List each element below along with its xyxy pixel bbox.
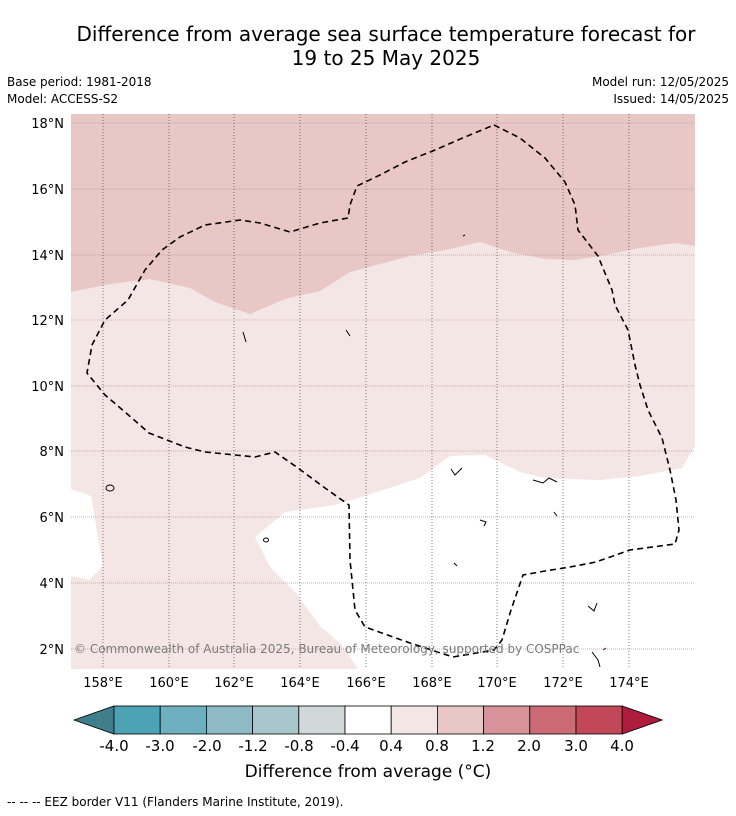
colorbar-label: 4.0 — [610, 737, 634, 755]
colorbar-extend-high — [621, 705, 664, 735]
map-title: Difference from average sea surface temp… — [40, 22, 732, 70]
lon-tick-label: 168°E — [412, 676, 452, 691]
colorbar-label: -1.2 — [238, 737, 267, 755]
lat-tick-label: 12°N — [31, 314, 64, 329]
copyright-watermark: © Commonwealth of Australia 2025, Bureau… — [74, 642, 579, 656]
colorbar-label: -0.8 — [284, 737, 313, 755]
map-panel: © Commonwealth of Australia 2025, Bureau… — [71, 114, 695, 669]
colorbar-segment — [390, 705, 438, 735]
island-outline — [105, 484, 115, 492]
colorbar-label: 0.4 — [379, 737, 403, 755]
meta-left: Base period: 1981-2018 Model: ACCESS-S2 — [7, 74, 152, 108]
island-outline — [602, 647, 607, 651]
title-line-1: Difference from average sea surface temp… — [76, 22, 696, 46]
island-outline — [591, 651, 601, 668]
meta-right: Model run: 12/05/2025 Issued: 14/05/2025 — [592, 74, 729, 108]
band-neutral-region-east — [255, 446, 695, 669]
lat-tick-label: 14°N — [31, 249, 64, 264]
lat-tick-label: 10°N — [31, 380, 64, 395]
grid-lines — [71, 114, 695, 669]
colorbar-labels: -4.0 -3.0 -2.0 -1.2 -0.8 -0.4 0.4 0.8 1.… — [99, 737, 634, 755]
issued-date: Issued: 14/05/2025 — [613, 92, 729, 106]
lat-tick-label: 8°N — [40, 445, 65, 460]
colorbar-segment — [252, 705, 300, 735]
colorbar-segment — [113, 705, 161, 735]
colorbar-segment — [436, 705, 484, 735]
sst-anomaly-map: © Commonwealth of Australia 2025, Bureau… — [31, 114, 695, 755]
lat-tick-label: 2°N — [40, 643, 65, 658]
colorbar-label: -2.0 — [192, 737, 221, 755]
colorbar-label: -4.0 — [99, 737, 128, 755]
colorbar-label: 0.8 — [425, 737, 449, 755]
colorbar-extend-low — [72, 705, 115, 735]
colorbar-segment — [205, 705, 253, 735]
island-outline — [242, 331, 247, 343]
lat-tick-label: 18°N — [31, 117, 64, 132]
island-outline — [587, 602, 598, 612]
lon-tick-label: 166°E — [346, 676, 386, 691]
colorbar-segment — [529, 705, 577, 735]
island-outline — [532, 477, 558, 484]
colorbar-label: -3.0 — [145, 737, 174, 755]
lon-tick-label: 172°E — [543, 676, 583, 691]
colorbar-segment — [298, 705, 346, 735]
colorbar-segment — [344, 705, 392, 735]
lon-tick-label: 170°E — [477, 676, 517, 691]
island-outline — [553, 511, 558, 517]
island-outline — [479, 519, 487, 527]
colorbar-label: -0.4 — [330, 737, 359, 755]
colorbar-segment — [575, 705, 623, 735]
island-outline — [453, 562, 458, 567]
lon-tick-label: 164°E — [280, 676, 320, 691]
eez-border — [86, 124, 680, 658]
island-outline — [462, 234, 466, 237]
island-outline — [263, 537, 269, 543]
island-outlines — [105, 234, 607, 668]
title-line-2: 19 to 25 May 2025 — [291, 46, 481, 70]
colorbar-segment — [483, 705, 531, 735]
longitude-axis: 158°E 160°E 162°E 164°E 166°E 168°E 170°… — [83, 676, 649, 691]
colorbar-segment — [159, 705, 207, 735]
lon-tick-label: 158°E — [83, 676, 123, 691]
lat-tick-label: 6°N — [40, 511, 65, 526]
colorbar-label: 1.2 — [471, 737, 495, 755]
colorbar-label: 3.0 — [564, 737, 588, 755]
base-period: Base period: 1981-2018 — [7, 75, 152, 89]
colorbar-label: 2.0 — [517, 737, 541, 755]
lon-tick-label: 174°E — [609, 676, 649, 691]
colorbar-title: Difference from average (°C) — [244, 762, 492, 782]
model-run: Model run: 12/05/2025 — [591, 75, 729, 89]
band-neutral-region-west — [71, 489, 103, 580]
island-outline — [450, 467, 463, 476]
lat-tick-label: 16°N — [31, 183, 64, 198]
eez-legend-note: -- -- -- EEZ border V11 (Flanders Marine… — [7, 795, 344, 809]
model-name: Model: ACCESS-S2 — [7, 92, 119, 106]
latitude-axis: 18°N 16°N 14°N 12°N 10°N 8°N 6°N 4°N 2°N — [31, 117, 64, 658]
colorbar — [72, 705, 664, 735]
island-outline — [345, 329, 351, 337]
lat-tick-label: 4°N — [40, 577, 65, 592]
band-0.8-1.2-region — [71, 114, 695, 314]
lon-tick-label: 160°E — [149, 676, 189, 691]
lon-tick-label: 162°E — [214, 676, 254, 691]
